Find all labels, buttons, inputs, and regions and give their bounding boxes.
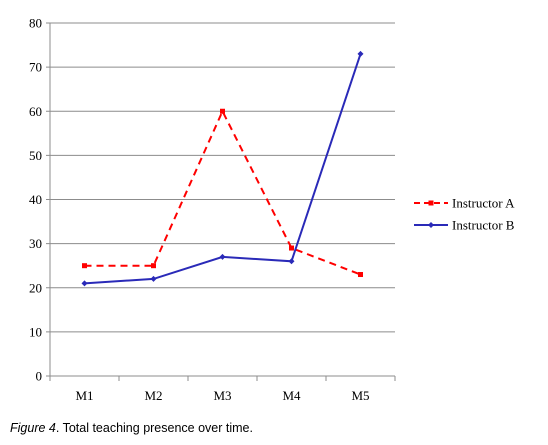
grid-lines — [50, 22, 395, 333]
data-point — [220, 108, 225, 114]
y-tick-label: 10 — [29, 324, 42, 339]
line-chart: 0 10 20 30 40 50 60 70 80 M1 M2 M3 M4 M5 Instructor A… — [29, 16, 515, 404]
data-point — [81, 280, 88, 287]
legend: Instructor A Instructor B — [414, 196, 515, 233]
data-point — [357, 50, 364, 57]
data-point — [219, 253, 226, 260]
y-tick-label: 60 — [29, 104, 42, 119]
figure-caption: Figure 4. Total teaching presence over t… — [10, 421, 253, 435]
y-tick-label: 50 — [29, 148, 42, 163]
y-tick-label: 0 — [36, 369, 43, 384]
x-tick-label: M5 — [351, 388, 369, 403]
axes: 0 10 20 30 40 50 60 70 80 M1 M2 M3 M4 M5 — [29, 16, 396, 403]
y-tick-label: 80 — [29, 16, 42, 31]
data-series — [81, 50, 364, 287]
caption-prefix: Figure 4 — [10, 421, 56, 435]
data-point — [150, 275, 157, 282]
series-line — [84, 108, 361, 276]
data-point — [82, 263, 87, 269]
y-tick-label: 70 — [29, 60, 42, 75]
data-point — [288, 258, 295, 265]
caption-text: . Total teaching presence over time. — [55, 421, 253, 435]
legend-label: Instructor B — [452, 218, 515, 233]
series-line — [84, 53, 362, 285]
y-tick-label: 20 — [29, 280, 42, 295]
y-tick-label: 30 — [29, 236, 42, 251]
data-point — [151, 263, 156, 269]
data-point — [358, 272, 363, 278]
y-tick-label: 40 — [29, 192, 42, 207]
legend-marker — [428, 222, 434, 228]
legend-label: Instructor A — [452, 196, 515, 211]
legend-marker — [428, 200, 434, 206]
x-tick-label: M2 — [144, 388, 162, 403]
x-tick-label: M1 — [75, 388, 93, 403]
x-tick-label: M3 — [213, 388, 231, 403]
x-tick-label: M4 — [282, 388, 301, 403]
data-point — [289, 245, 294, 251]
